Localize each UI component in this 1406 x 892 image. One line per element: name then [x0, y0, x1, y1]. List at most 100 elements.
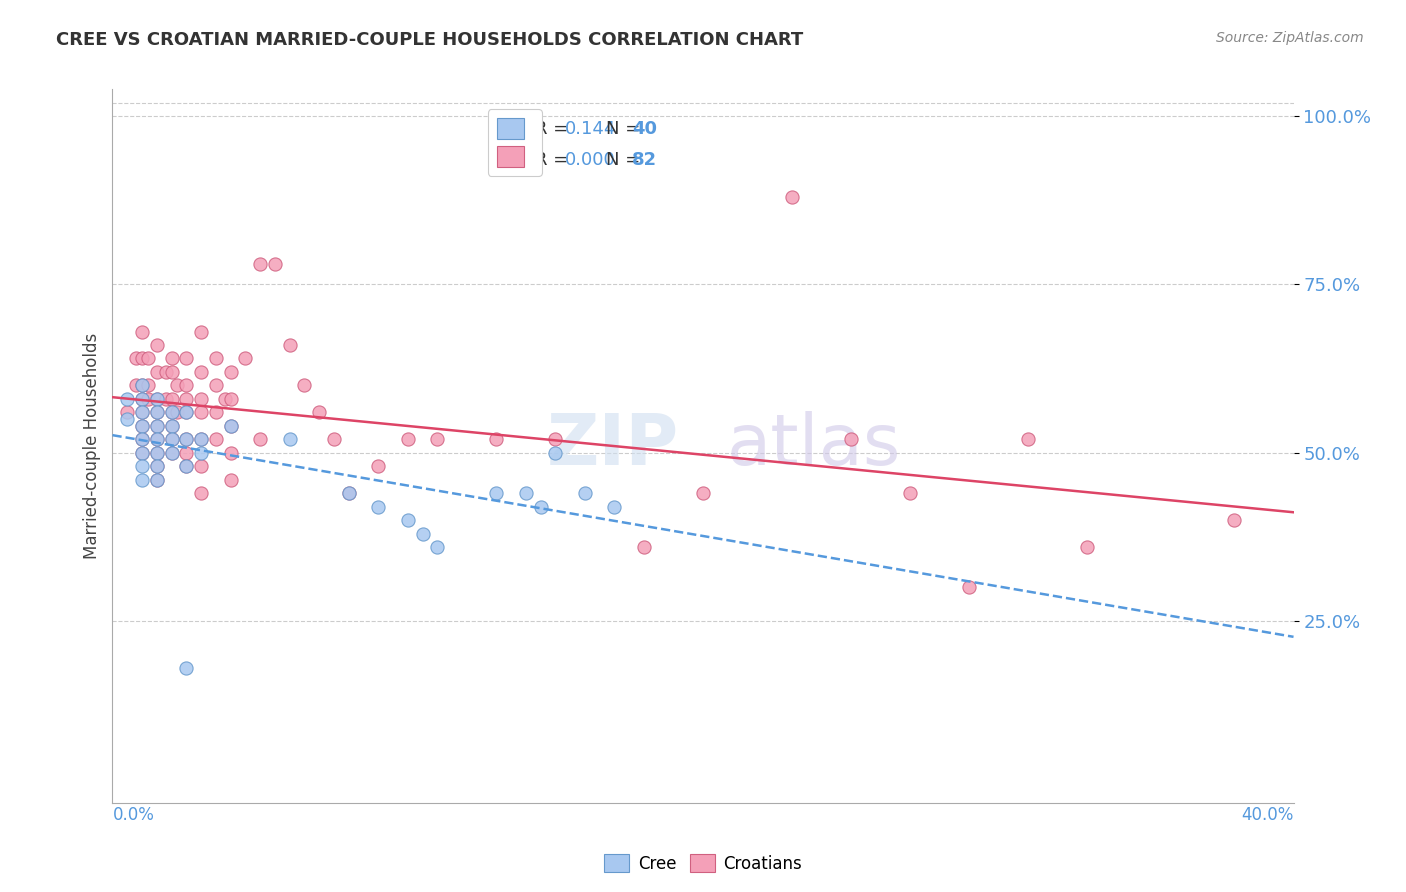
Point	[190, 432, 212, 446]
Point	[160, 351, 183, 366]
Point	[155, 365, 177, 379]
Point	[136, 378, 159, 392]
Point	[1076, 540, 1098, 554]
Text: N =: N =	[606, 120, 647, 138]
Point	[131, 459, 153, 474]
Text: ZIP: ZIP	[547, 411, 679, 481]
Point	[117, 412, 138, 426]
Point	[136, 351, 159, 366]
Text: atlas: atlas	[727, 411, 901, 481]
Point	[190, 446, 212, 460]
Point	[367, 500, 389, 514]
Point	[166, 378, 188, 392]
Point	[131, 405, 153, 419]
Point	[426, 540, 449, 554]
Point	[485, 432, 508, 446]
Point	[160, 432, 183, 446]
Point	[160, 405, 183, 419]
Point	[233, 351, 256, 366]
Point	[146, 473, 169, 487]
Point	[515, 486, 537, 500]
Point	[174, 392, 197, 406]
Point	[205, 351, 228, 366]
Point	[411, 526, 433, 541]
Point	[174, 378, 197, 392]
Text: 0.0%: 0.0%	[112, 806, 155, 824]
Point	[337, 486, 360, 500]
Point	[166, 405, 188, 419]
Text: R =: R =	[536, 152, 574, 169]
Point	[174, 459, 197, 474]
Point	[190, 392, 212, 406]
Point	[125, 378, 148, 392]
Point	[160, 405, 183, 419]
Text: 0.000: 0.000	[565, 152, 616, 169]
Point	[323, 432, 346, 446]
Point	[146, 405, 169, 419]
Point	[146, 432, 169, 446]
Point	[264, 257, 287, 271]
Point	[367, 459, 389, 474]
Text: 0.144: 0.144	[565, 120, 616, 138]
Point	[544, 432, 567, 446]
Point	[278, 432, 301, 446]
Point	[146, 432, 169, 446]
Point	[190, 459, 212, 474]
Point	[205, 432, 228, 446]
Point	[160, 365, 183, 379]
Point	[957, 580, 980, 594]
Point	[174, 432, 197, 446]
Point	[633, 540, 655, 554]
Point	[219, 392, 242, 406]
Point	[174, 351, 197, 366]
Point	[131, 446, 153, 460]
Point	[146, 365, 169, 379]
Point	[146, 392, 169, 406]
Point	[190, 432, 212, 446]
Point	[278, 338, 301, 352]
Point	[292, 378, 315, 392]
Point	[529, 500, 551, 514]
Point	[160, 418, 183, 433]
Point	[125, 351, 148, 366]
Point	[214, 392, 236, 406]
Point	[146, 405, 169, 419]
Point	[249, 257, 271, 271]
Point	[1017, 432, 1039, 446]
Point	[131, 432, 153, 446]
Point	[131, 378, 153, 392]
Point	[205, 405, 228, 419]
Point	[131, 392, 153, 406]
Point	[839, 432, 862, 446]
Point	[131, 418, 153, 433]
Point	[190, 486, 212, 500]
Point	[219, 418, 242, 433]
Point	[160, 392, 183, 406]
Point	[174, 446, 197, 460]
Point	[219, 473, 242, 487]
Point	[131, 446, 153, 460]
Point	[131, 325, 153, 339]
Point	[190, 325, 212, 339]
Point	[544, 446, 567, 460]
Text: 40: 40	[633, 120, 657, 138]
Point	[160, 418, 183, 433]
Point	[160, 446, 183, 460]
Point	[131, 418, 153, 433]
Point	[219, 446, 242, 460]
Point	[337, 486, 360, 500]
Point	[174, 432, 197, 446]
Point	[146, 446, 169, 460]
Point	[174, 459, 197, 474]
Point	[219, 365, 242, 379]
Point	[574, 486, 596, 500]
Y-axis label: Married-couple Households: Married-couple Households	[83, 333, 101, 559]
Point	[308, 405, 330, 419]
Point	[174, 661, 197, 675]
Point	[131, 378, 153, 392]
Legend: , : ,	[488, 109, 541, 176]
Point	[117, 405, 138, 419]
Point	[205, 378, 228, 392]
Point	[396, 432, 419, 446]
Point	[603, 500, 626, 514]
